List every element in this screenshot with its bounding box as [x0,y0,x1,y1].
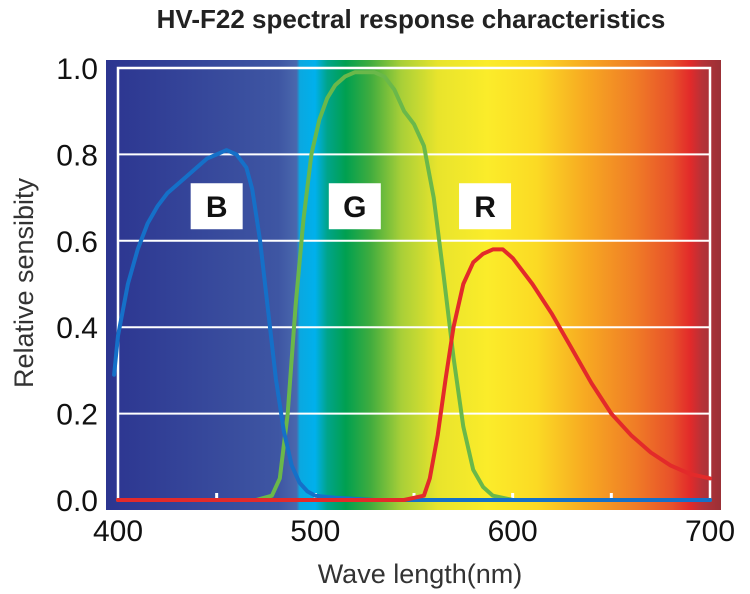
y-tick-label: 0.8 [56,139,98,172]
series-label-box [190,183,243,230]
series-label-box [459,183,512,230]
y-tick-label: 0.6 [56,226,98,259]
x-axis-label: Wave length(nm) [318,559,523,589]
chart-title: HV-F22 spectral response characteristics [157,4,666,34]
y-axis-label: Relative sensibity [9,177,39,388]
series-line-r [116,247,712,502]
series-label-text: R [474,191,496,224]
x-tick-label: 600 [488,515,538,548]
y-tick-label: 1.0 [56,53,98,86]
series-label-text: B [206,191,228,224]
y-tick-label: 0.4 [56,312,98,345]
series-label-text: G [343,191,366,224]
series-line-b [112,148,712,502]
y-tick-labels: 0.0 0.2 0.4 0.6 0.8 1.0 [56,53,98,518]
plot-background [106,60,721,510]
series-lines [112,70,712,502]
y-tick-label: 0.0 [56,485,98,518]
series-label-box [328,183,381,230]
y-tick-label: 0.2 [56,399,98,432]
series-label-g: G [328,183,381,230]
series-label-b: B [190,183,243,230]
series-label-r: R [459,183,512,230]
x-tick-label: 400 [93,515,143,548]
x-tick-labels: 400 500 600 700 [93,515,735,548]
x-tick-label: 700 [685,515,735,548]
x-tick-label: 500 [290,515,340,548]
series-line-g [116,70,712,502]
